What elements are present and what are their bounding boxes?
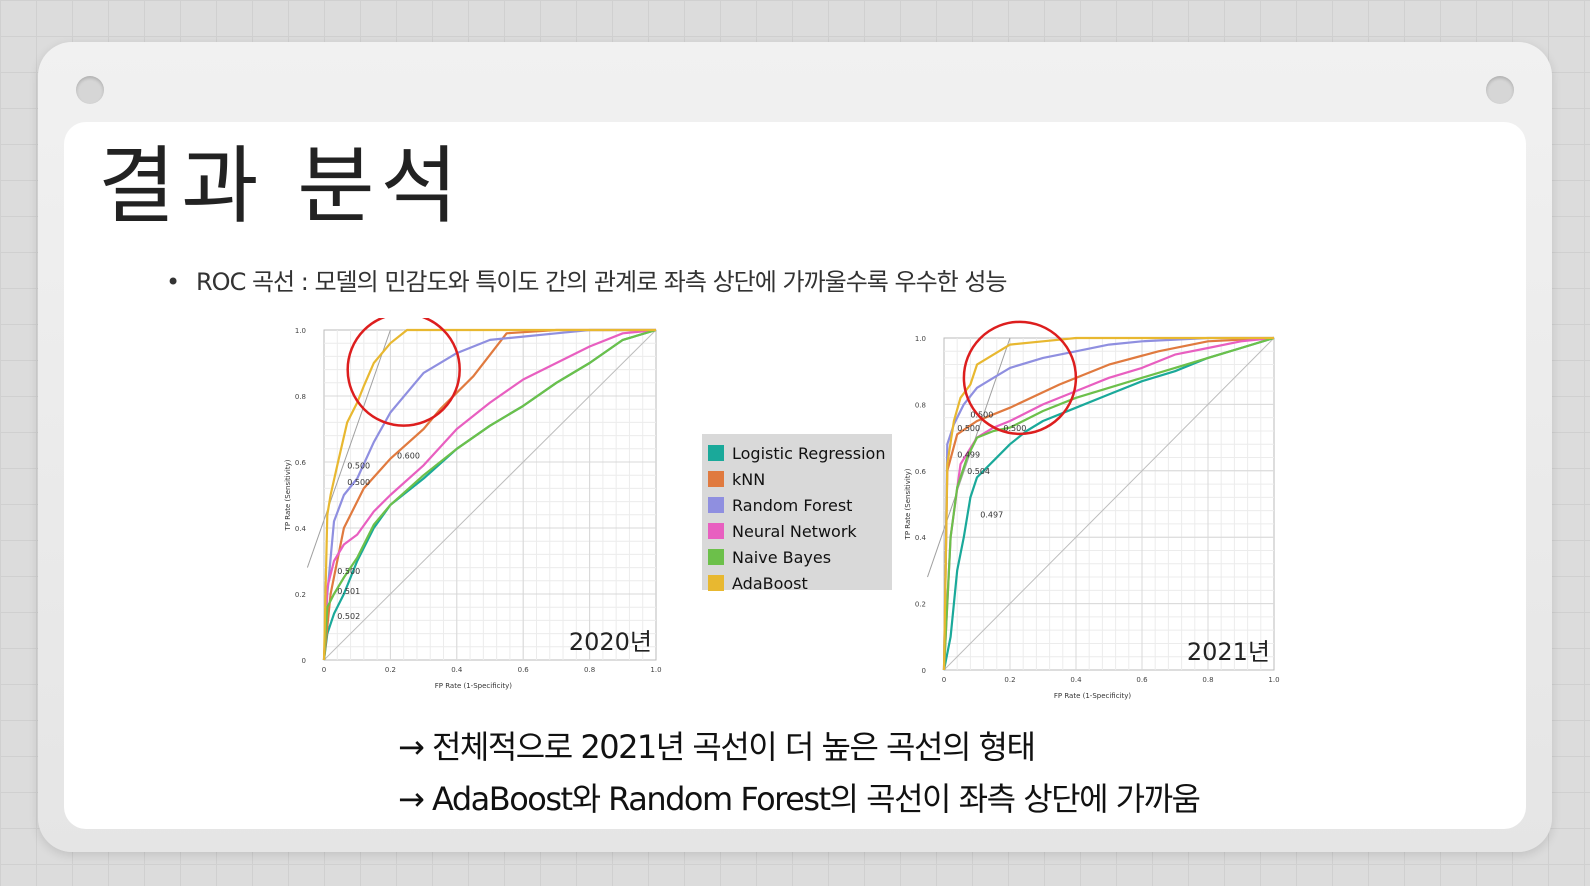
conclusion-line-1: → 전체적으로 2021년 곡선이 더 높은 곡선의 형태	[398, 728, 1036, 766]
threshold-annotation: 0.500	[347, 462, 370, 471]
x-tick-label: 0.8	[584, 666, 595, 674]
x-axis-label: FP Rate (1-Specificity)	[435, 682, 513, 690]
legend-item-logistic-regression: Logistic Regression	[708, 440, 892, 466]
threshold-annotation: 0.501	[337, 587, 360, 596]
x-tick-label: 1.0	[650, 666, 661, 674]
legend-item-naive-bayes: Naive Bayes	[708, 544, 892, 570]
legend-swatch	[708, 575, 724, 591]
frame-hole-right	[1486, 76, 1514, 104]
y-tick-label: 0	[302, 657, 306, 665]
y-tick-label: 0.6	[915, 468, 927, 476]
threshold-annotation: 0.500	[347, 478, 370, 487]
y-axis-label: TP Rate (Sensitivity)	[904, 468, 912, 540]
highlight-circle	[962, 320, 1078, 436]
y-tick-label: 0.4	[915, 534, 927, 542]
series-line-neural-network	[322, 328, 657, 661]
chart-legend: Logistic Regression kNN Random Forest Neura…	[702, 434, 892, 593]
x-tick-label: 0	[942, 676, 946, 684]
y-tick-label: 0.2	[295, 591, 306, 599]
highlight-circle	[346, 318, 461, 427]
threshold-annotation: 0.497	[980, 510, 1003, 519]
series-line-naive-bayes	[942, 336, 1275, 671]
series-line-naive-bayes	[322, 328, 657, 661]
roc-chart-2020: 0 0.2 0.4 0.6 0.8 1.0 0 0.2 0.4 0.6 0.8 1.0 FP Rate …	[282, 318, 666, 706]
legend-item-neural-network: Neural Network	[708, 518, 892, 544]
frame-hole-left	[76, 76, 104, 104]
x-axis-label: FP Rate (1-Specificity)	[1054, 692, 1132, 700]
legend-swatch	[708, 497, 724, 513]
series-line-logistic-regression	[942, 336, 1275, 671]
threshold-annotation: 0.600	[397, 452, 420, 461]
threshold-annotation: 0.500	[970, 411, 993, 420]
threshold-annotation: 0.500	[337, 567, 360, 576]
y-tick-label: 0.6	[295, 459, 307, 467]
bullet-text: ROC 곡선 : 모델의 민감도와 특이도 간의 관계로 좌측 상단에 가까울수…	[196, 268, 1008, 296]
threshold-annotation: 0.499	[957, 451, 980, 460]
legend-swatch	[708, 523, 724, 539]
legend-item-knn: kNN	[708, 466, 892, 492]
diagonal-reference	[323, 329, 657, 661]
x-tick-label: 0.4	[451, 666, 463, 674]
legend-label: Naive Bayes	[732, 547, 832, 567]
y-tick-label: 0.8	[915, 401, 926, 409]
y-tick-label: 1.0	[915, 335, 926, 343]
threshold-annotation: 0.504	[967, 467, 990, 476]
threshold-annotation: 0.500	[957, 424, 980, 433]
roc-chart-2020-svg: 0 0.2 0.4 0.6 0.8 1.0 0 0.2 0.4 0.6 0.8 1.0 FP Rate …	[284, 318, 662, 690]
bullet-dot: •	[166, 268, 180, 296]
legend-swatch	[708, 549, 724, 565]
series-line-random-forest	[322, 328, 656, 661]
bullet-line: • ROC 곡선 : 모델의 민감도와 특이도 간의 관계로 좌측 상단에 가까울…	[166, 262, 1008, 297]
legend-label: AdaBoost	[732, 573, 808, 593]
series-line-neural-network	[942, 336, 1275, 671]
legend-label: kNN	[732, 469, 766, 489]
threshold-annotation: 0.502	[337, 612, 360, 621]
y-tick-label: 0.2	[915, 601, 926, 609]
reference-line	[927, 337, 1011, 578]
y-axis-label: TP Rate (Sensitivity)	[284, 459, 292, 531]
x-tick-label: 0.6	[1136, 676, 1148, 684]
legend-label: Neural Network	[732, 521, 857, 541]
x-tick-label: 0.2	[1004, 676, 1015, 684]
series-line-adaboost	[942, 336, 1274, 671]
legend-item-random-forest: Random Forest	[708, 492, 892, 518]
x-tick-label: 0.2	[385, 666, 396, 674]
legend-label: Logistic Regression	[732, 443, 886, 463]
legend-swatch	[708, 445, 724, 461]
y-tick-label: 0.4	[295, 525, 307, 533]
conclusion-line-2: → AdaBoost와 Random Forest의 곡선이 좌측 상단에 가까…	[398, 780, 1201, 818]
legend-swatch	[708, 471, 724, 487]
y-tick-label: 1.0	[295, 327, 306, 335]
y-tick-label: 0.8	[295, 393, 306, 401]
legend-label: Random Forest	[732, 495, 853, 515]
threshold-annotation: 0.500	[1003, 424, 1026, 433]
diagonal-reference	[943, 337, 1275, 671]
series-line-adaboost	[322, 328, 656, 661]
year-label: 2021년	[1187, 638, 1270, 666]
x-tick-label: 0.4	[1070, 676, 1082, 684]
legend-item-adaboost: AdaBoost	[708, 570, 892, 596]
x-tick-label: 0.6	[518, 666, 530, 674]
y-tick-label: 0	[922, 667, 926, 675]
slide-title: 결과 분석	[98, 137, 464, 235]
slide-card: 결과 분석 • ROC 곡선 : 모델의 민감도와 특이도 간의 관계로 좌측 상…	[64, 122, 1526, 829]
series-line-knn	[942, 336, 1275, 671]
x-tick-label: 0.8	[1202, 676, 1213, 684]
reference-line	[306, 329, 391, 568]
x-tick-label: 0	[322, 666, 326, 674]
roc-chart-2021-svg: 0 0.2 0.4 0.6 0.8 1.0 0 0.2 0.4 0.6 0.8 1.0 FP Rate …	[904, 320, 1280, 700]
year-label: 2020년	[569, 628, 652, 656]
x-tick-label: 1.0	[1268, 676, 1279, 684]
roc-chart-2021: 0 0.2 0.4 0.6 0.8 1.0 0 0.2 0.4 0.6 0.8 1.0 FP Rate …	[902, 320, 1290, 712]
